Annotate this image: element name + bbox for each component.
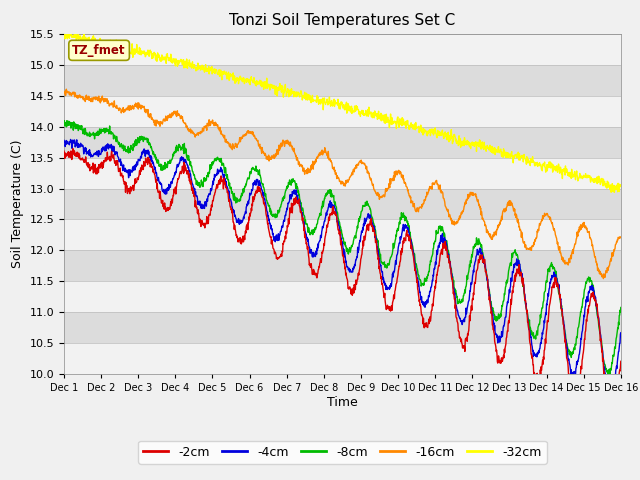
Bar	[64, 96, 621, 127]
Legend: -2cm, -4cm, -8cm, -16cm, -32cm: -2cm, -4cm, -8cm, -16cm, -32cm	[138, 441, 547, 464]
Bar	[64, 219, 621, 251]
Text: TZ_fmet: TZ_fmet	[72, 44, 126, 57]
Bar	[64, 343, 621, 374]
Title: Tonzi Soil Temperatures Set C: Tonzi Soil Temperatures Set C	[229, 13, 456, 28]
X-axis label: Time: Time	[327, 396, 358, 409]
Bar	[64, 281, 621, 312]
Bar	[64, 157, 621, 189]
Bar	[64, 34, 621, 65]
Y-axis label: Soil Temperature (C): Soil Temperature (C)	[11, 140, 24, 268]
